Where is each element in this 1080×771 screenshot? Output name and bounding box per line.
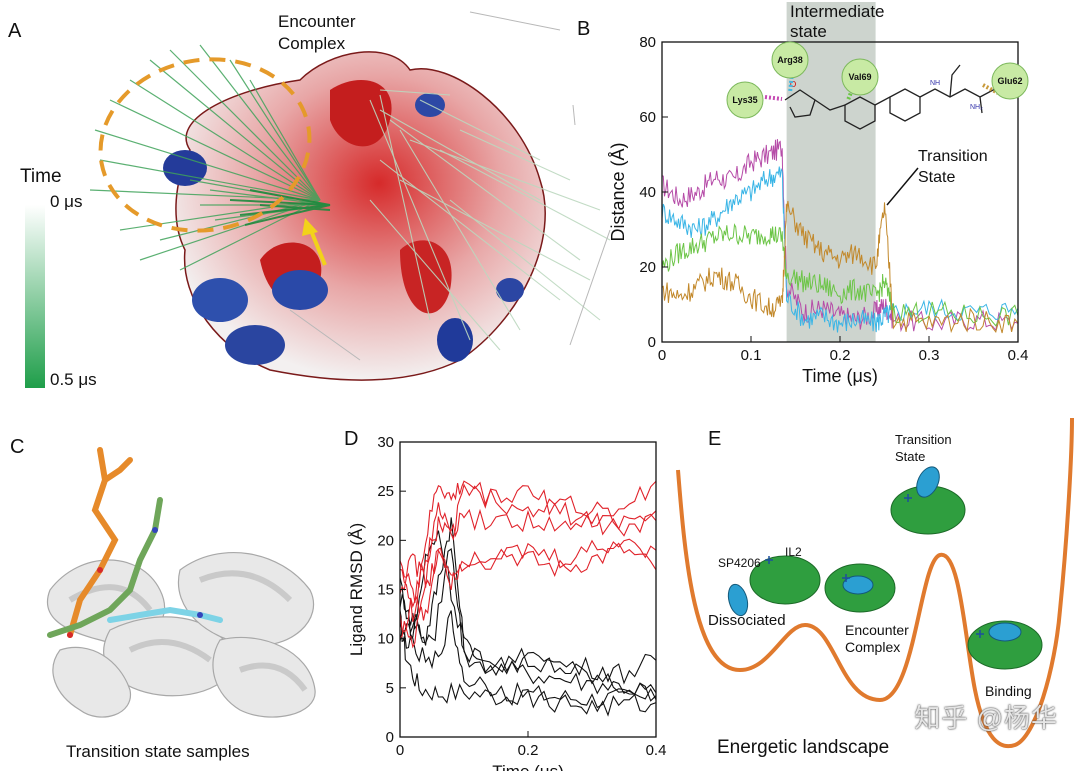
sp4206-encounter (842, 575, 874, 595)
y-tick-label: 30 (377, 434, 394, 451)
ligand-schematic: O NH NH₂ Lys35 Arg38 Val69 Glu62 (726, 41, 1029, 130)
sp4206-dissociated (727, 583, 749, 617)
y-tick-label: 5 (386, 680, 394, 697)
x-axis-label: Time (μs) (492, 762, 564, 771)
series-bound-1 (399, 610, 657, 709)
panel-b-letter: B (577, 18, 591, 40)
x-tick-label: 0 (396, 742, 404, 759)
y-axis-label: Distance (Å) (608, 142, 628, 241)
series-unbound-4 (399, 542, 657, 649)
residue-glu62: Glu62 (997, 76, 1022, 86)
energy-landscape (676, 417, 1074, 749)
transition-pointer (886, 167, 919, 206)
y-tick-label: 40 (639, 184, 656, 201)
x-tick-label: 0.4 (1008, 347, 1029, 364)
il2-binding (967, 620, 1043, 670)
il2-label: IL2 (785, 545, 802, 559)
landscape-curve (676, 417, 1074, 749)
y-tick-label: 0 (386, 729, 394, 746)
transition-samples-caption: Transition state samples (66, 742, 250, 761)
binding-label: Binding (985, 683, 1032, 699)
orange-ligand (67, 447, 133, 638)
rmsd-chart: 0 0.2 0.4 0 5 10 15 20 25 30 Time (μs) Ligand RMSD … (347, 434, 667, 771)
y-tick-label: 60 (639, 109, 656, 126)
encounter-label-1: Encounter (278, 12, 356, 31)
panel-c-letter: C (10, 436, 25, 458)
time-colorbar (25, 205, 45, 388)
e-encounter-label-1: Encounter (845, 622, 909, 638)
zhihu-watermark: 知乎 @杨华 (914, 703, 1058, 733)
y-tick-label: 20 (377, 532, 394, 549)
cyan-ligand (107, 606, 223, 623)
e-encounter-label-2: Complex (845, 639, 901, 655)
positive-patch (163, 150, 207, 186)
y-axis-label: Ligand RMSD (Å) (347, 523, 366, 656)
x-tick-label: 0.2 (830, 347, 851, 364)
x-tick-label: 0.4 (646, 742, 667, 759)
series-unbound-1 (399, 480, 657, 622)
y-tick-label: 80 (639, 34, 656, 51)
svg-text:O: O (790, 80, 796, 89)
sp4206-binding (988, 622, 1022, 642)
residue-arg38-bubble (771, 41, 809, 79)
encounter-complex-circle (98, 57, 312, 233)
y-tick-label: 15 (377, 582, 394, 599)
series-bound-3 (399, 548, 657, 702)
series-Glu62 (661, 200, 1019, 334)
y-tick-label: 20 (639, 259, 656, 276)
transition-label-2: State (918, 169, 956, 186)
panel-a-illustration (25, 11, 611, 388)
trajectory-arrows-late (369, 89, 611, 351)
residue-val69-bubble (841, 58, 879, 96)
panel-a-letter: A (8, 20, 22, 42)
time-colorbar-top: 0 μs (50, 192, 83, 211)
series-bound-2 (399, 517, 657, 696)
y-tick-label: 10 (377, 631, 394, 648)
svg-text:NH₂: NH₂ (970, 104, 983, 111)
series-Val69 (661, 223, 1019, 327)
transition-label-1: Transition (918, 148, 988, 165)
encounter-label-2: Complex (278, 34, 346, 53)
residue-lys35-bubble (726, 81, 764, 119)
yellow-arrow-icon (302, 218, 327, 266)
landscape-title: Energetic landscape (717, 737, 890, 758)
trajectory-arrows-early (89, 44, 331, 271)
transition-state-structure (46, 447, 316, 718)
time-colorbar-title: Time (20, 166, 62, 187)
x-tick-label: 0.3 (919, 347, 940, 364)
intermediate-label-1: Intermediate (790, 2, 885, 21)
e-transition-label-1: Transition (895, 432, 952, 447)
time-colorbar-bottom: 0.5 μs (50, 370, 97, 389)
panel-e-letter: E (708, 428, 722, 450)
il2-dissociated (749, 555, 821, 605)
x-axis-label: Time (μs) (802, 366, 878, 386)
residue-glu62-bubble (991, 62, 1029, 100)
residue-arg38: Arg38 (777, 55, 803, 65)
e-transition-label-2: State (895, 449, 926, 464)
x-tick-label: 0.1 (741, 347, 762, 364)
y-tick-label: 25 (377, 483, 394, 500)
residue-lys35: Lys35 (732, 95, 757, 105)
sp4206-label: SP4206 (718, 556, 761, 570)
intermediate-label-2: state (790, 22, 827, 41)
x-tick-label: 0 (658, 347, 666, 364)
sp4206-transition (916, 466, 940, 498)
dissociated-label: Dissociated (708, 612, 786, 629)
series-bound-5 (399, 610, 657, 717)
y-tick-label: 0 (648, 334, 656, 351)
residue-val69: Val69 (848, 72, 871, 82)
x-tick-label: 0.2 (518, 742, 539, 759)
series-unbound-5 (399, 502, 657, 603)
panel-d-letter: D (344, 428, 359, 450)
svg-text:NH: NH (930, 80, 940, 87)
series-bound-4 (399, 530, 657, 685)
